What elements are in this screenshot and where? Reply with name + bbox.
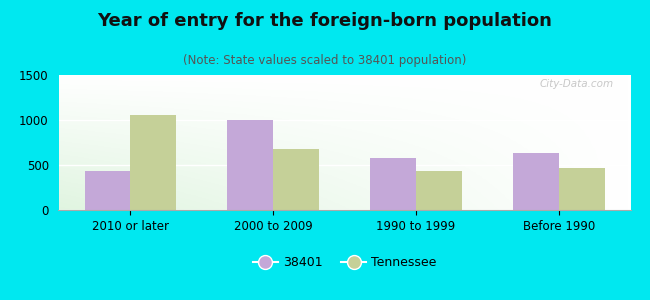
Text: Year of entry for the foreign-born population: Year of entry for the foreign-born popul… [98, 12, 552, 30]
Bar [227, 119, 273, 210]
Text: City-Data.com: City-Data.com [540, 79, 614, 89]
Legend: 38401, Tennessee: 38401, Tennessee [248, 251, 441, 274]
Bar [130, 115, 176, 210]
Bar [416, 171, 462, 210]
Bar [84, 171, 130, 210]
Bar [559, 168, 604, 210]
Bar [513, 153, 559, 210]
Text: (Note: State values scaled to 38401 population): (Note: State values scaled to 38401 popu… [183, 54, 467, 67]
Bar [273, 149, 318, 210]
Bar [370, 158, 416, 210]
